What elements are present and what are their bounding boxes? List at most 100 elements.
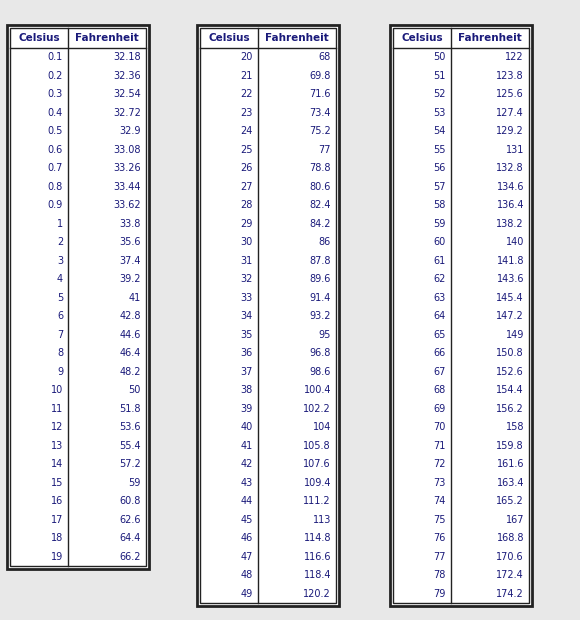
Text: 49: 49 — [241, 589, 253, 599]
Text: 53.6: 53.6 — [119, 422, 141, 432]
Text: 36: 36 — [241, 348, 253, 358]
Text: 77: 77 — [318, 144, 331, 155]
Text: 11: 11 — [51, 404, 63, 414]
Text: 40: 40 — [241, 422, 253, 432]
Bar — [393, 28, 529, 603]
Text: 174.2: 174.2 — [496, 589, 524, 599]
Text: 60.8: 60.8 — [119, 496, 141, 507]
Text: 109.4: 109.4 — [303, 478, 331, 488]
Text: 120.2: 120.2 — [303, 589, 331, 599]
Text: 143.6: 143.6 — [496, 274, 524, 284]
Text: 46: 46 — [241, 533, 253, 543]
Text: 129.2: 129.2 — [496, 126, 524, 136]
Text: 12: 12 — [50, 422, 63, 432]
Text: 91.4: 91.4 — [310, 293, 331, 303]
Text: 134.6: 134.6 — [496, 182, 524, 192]
Text: 52: 52 — [433, 89, 446, 99]
Text: 172.4: 172.4 — [496, 570, 524, 580]
Text: 69.8: 69.8 — [310, 71, 331, 81]
Text: 17: 17 — [50, 515, 63, 525]
Text: 22: 22 — [241, 89, 253, 99]
Text: 152.6: 152.6 — [496, 367, 524, 377]
Text: 167: 167 — [506, 515, 524, 525]
Text: 29: 29 — [241, 219, 253, 229]
Text: 32.72: 32.72 — [113, 108, 141, 118]
Text: 33.08: 33.08 — [114, 144, 141, 155]
Text: 23: 23 — [241, 108, 253, 118]
Text: 33.62: 33.62 — [113, 200, 141, 210]
Text: 9: 9 — [57, 367, 63, 377]
Text: 70: 70 — [434, 422, 446, 432]
Text: 33.26: 33.26 — [113, 163, 141, 173]
Text: 26: 26 — [241, 163, 253, 173]
Text: 31: 31 — [241, 255, 253, 266]
Text: 48: 48 — [241, 570, 253, 580]
Text: 3: 3 — [57, 255, 63, 266]
Text: 68: 68 — [319, 52, 331, 62]
Text: 100.4: 100.4 — [303, 385, 331, 396]
Text: 32.9: 32.9 — [119, 126, 141, 136]
Text: 78.8: 78.8 — [310, 163, 331, 173]
Text: 32.18: 32.18 — [113, 52, 141, 62]
Text: 140: 140 — [506, 237, 524, 247]
Text: 73: 73 — [434, 478, 446, 488]
Text: 64.4: 64.4 — [119, 533, 141, 543]
Text: Celsius: Celsius — [18, 33, 60, 43]
Text: 44: 44 — [241, 496, 253, 507]
Text: 0.8: 0.8 — [48, 182, 63, 192]
Text: 42: 42 — [241, 459, 253, 469]
Text: 61: 61 — [434, 255, 446, 266]
Text: 116.6: 116.6 — [303, 552, 331, 562]
Text: 74: 74 — [434, 496, 446, 507]
Text: 87.8: 87.8 — [310, 255, 331, 266]
Text: 56: 56 — [434, 163, 446, 173]
Text: 71: 71 — [434, 441, 446, 451]
Text: 62.6: 62.6 — [119, 515, 141, 525]
Text: 51.8: 51.8 — [119, 404, 141, 414]
Text: 15: 15 — [50, 478, 63, 488]
Text: 147.2: 147.2 — [496, 311, 524, 321]
Text: Celsius: Celsius — [208, 33, 250, 43]
Text: 84.2: 84.2 — [310, 219, 331, 229]
Text: 0.6: 0.6 — [48, 144, 63, 155]
Text: 55.4: 55.4 — [119, 441, 141, 451]
Text: 159.8: 159.8 — [496, 441, 524, 451]
Text: 50: 50 — [129, 385, 141, 396]
Text: 33.8: 33.8 — [119, 219, 141, 229]
Text: 18: 18 — [51, 533, 63, 543]
Text: 62: 62 — [434, 274, 446, 284]
Text: 75.2: 75.2 — [309, 126, 331, 136]
Text: 7: 7 — [57, 330, 63, 340]
Text: 33: 33 — [241, 293, 253, 303]
Text: 57: 57 — [433, 182, 446, 192]
Text: 57.2: 57.2 — [119, 459, 141, 469]
Text: 37.4: 37.4 — [119, 255, 141, 266]
Text: 75: 75 — [433, 515, 446, 525]
Text: 77: 77 — [433, 552, 446, 562]
Text: 38: 38 — [241, 385, 253, 396]
Text: 5: 5 — [57, 293, 63, 303]
Text: 55: 55 — [433, 144, 446, 155]
Text: 67: 67 — [434, 367, 446, 377]
Text: 59: 59 — [434, 219, 446, 229]
Text: 60: 60 — [434, 237, 446, 247]
Text: 127.4: 127.4 — [496, 108, 524, 118]
Text: 4: 4 — [57, 274, 63, 284]
Text: 0.9: 0.9 — [48, 200, 63, 210]
Text: 6: 6 — [57, 311, 63, 321]
Text: 20: 20 — [241, 52, 253, 62]
Bar — [390, 25, 532, 606]
Text: 73.4: 73.4 — [310, 108, 331, 118]
Text: 35: 35 — [241, 330, 253, 340]
Text: 53: 53 — [434, 108, 446, 118]
Text: 37: 37 — [241, 367, 253, 377]
Text: 24: 24 — [241, 126, 253, 136]
Text: 131: 131 — [506, 144, 524, 155]
Text: 104: 104 — [313, 422, 331, 432]
Text: 122: 122 — [505, 52, 524, 62]
Text: 161.6: 161.6 — [496, 459, 524, 469]
Text: 71.6: 71.6 — [310, 89, 331, 99]
Text: 0.4: 0.4 — [48, 108, 63, 118]
Text: 58: 58 — [434, 200, 446, 210]
Bar — [200, 28, 336, 603]
